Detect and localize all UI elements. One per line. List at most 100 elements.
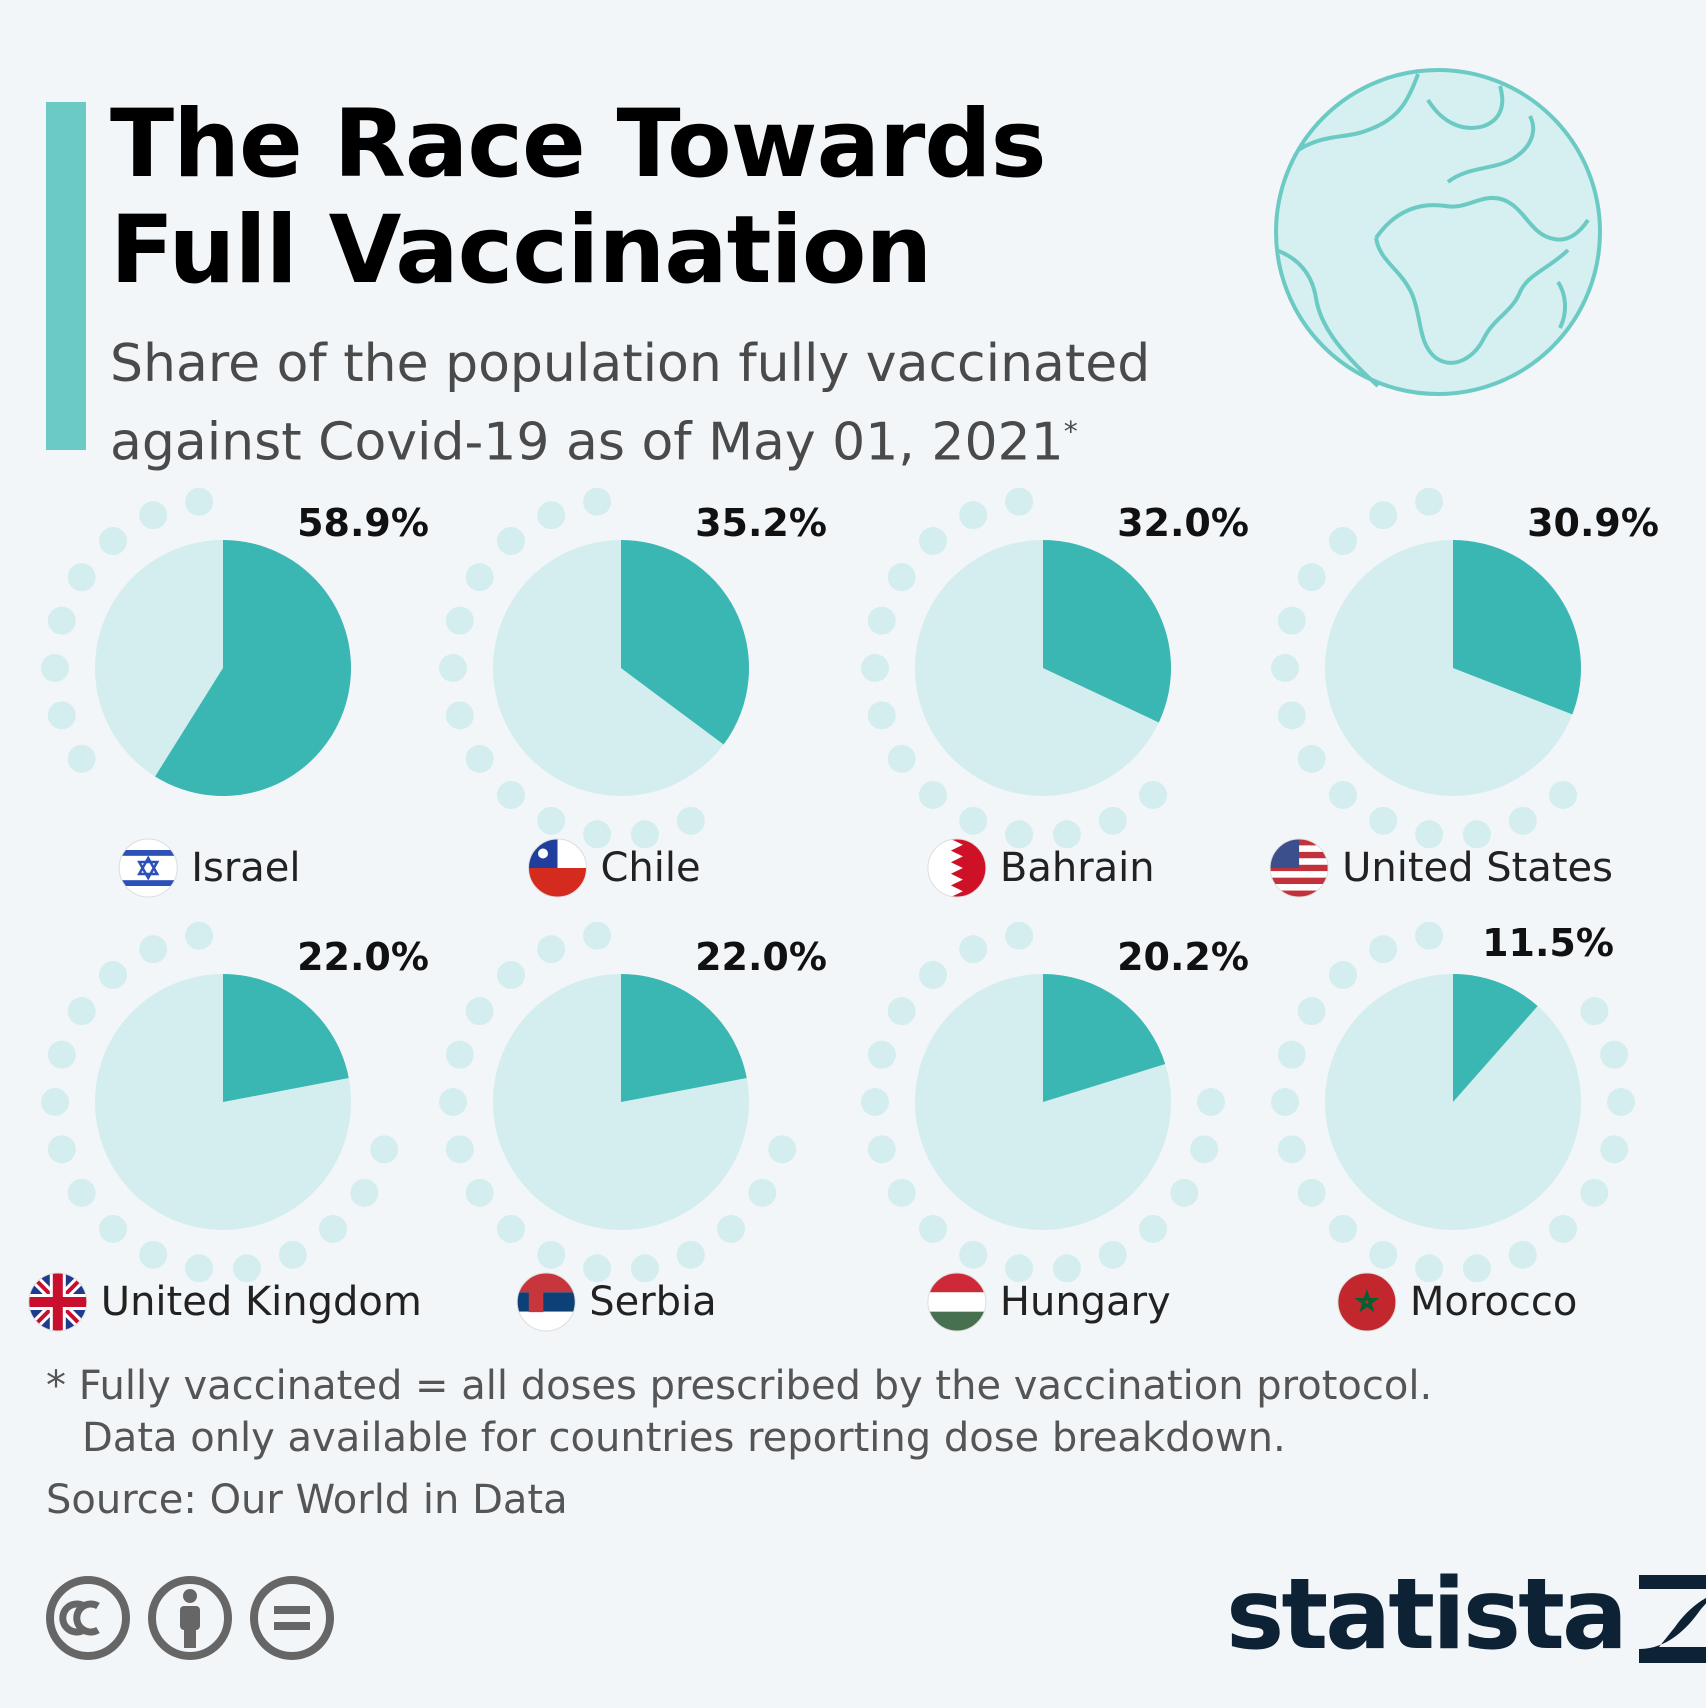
decoration-dot	[465, 997, 494, 1026]
decoration-dot	[676, 806, 705, 835]
decoration-dot	[67, 563, 96, 592]
decoration-dot	[1170, 1178, 1199, 1207]
decoration-dot	[1297, 997, 1326, 1026]
decoration-dot	[1369, 1240, 1398, 1269]
country-label: Bahrain	[1000, 845, 1155, 891]
decoration-dot	[139, 501, 168, 530]
decoration-dot	[1600, 1040, 1629, 1069]
decoration-dot	[1052, 820, 1081, 849]
decoration-dot	[139, 1240, 168, 1269]
subtitle-footnote-marker: *	[1063, 415, 1078, 448]
decoration-dot	[1462, 820, 1491, 849]
israel-flag-icon	[118, 838, 178, 898]
statista-brand: statista	[1226, 1558, 1706, 1672]
decoration-dot	[1415, 1254, 1444, 1283]
decoration-dot	[1277, 701, 1306, 730]
license-icons	[46, 1576, 334, 1660]
pie-filled-slice	[1453, 540, 1581, 715]
decoration-dot	[185, 487, 214, 516]
decoration-dot	[717, 1214, 746, 1243]
pie-filled-slice	[1043, 974, 1166, 1102]
decoration-dot	[1139, 780, 1168, 809]
decoration-dot	[445, 1040, 474, 1069]
country-label: Hungary	[1000, 1279, 1171, 1325]
statista-logo-icon	[1639, 1575, 1706, 1663]
decoration-dot	[1098, 806, 1127, 835]
decoration-dot	[98, 961, 127, 990]
decoration-dot	[1328, 1214, 1357, 1243]
pie-chart-bahrain: 32.0% Bahrain	[861, 487, 1249, 898]
decoration-dot	[1271, 1088, 1299, 1116]
decoration-dot	[445, 1135, 474, 1164]
decoration-dot	[887, 1178, 916, 1207]
decoration-dot	[465, 563, 494, 592]
decoration-dot	[867, 1135, 896, 1164]
decoration-dot	[439, 654, 467, 682]
decoration-dot	[768, 1135, 797, 1164]
decoration-dot	[861, 654, 889, 682]
decoration-dot	[1580, 1178, 1609, 1207]
pie-chart-serbia: 22.0% Serbia	[439, 921, 827, 1332]
decoration-dot	[918, 527, 947, 556]
decoration-dot	[918, 780, 947, 809]
decoration-dot	[1607, 1088, 1635, 1116]
statista-wordmark: statista	[1226, 1558, 1628, 1672]
decoration-dot	[47, 1040, 76, 1069]
decoration-dot	[1297, 744, 1326, 773]
decoration-dot	[439, 1088, 467, 1116]
decoration-dot	[1369, 501, 1398, 530]
decoration-dot	[867, 701, 896, 730]
morocco-flag-icon	[1337, 1272, 1397, 1332]
decoration-dot	[1098, 1240, 1127, 1269]
decoration-dot	[1549, 1214, 1578, 1243]
value-label: 22.0%	[297, 935, 429, 979]
source-text: Source: Our World in Data	[46, 1477, 568, 1523]
value-label: 32.0%	[1117, 501, 1249, 545]
pie-filled-slice	[155, 540, 351, 796]
decoration-dot	[67, 1178, 96, 1207]
country-label: United States	[1342, 845, 1613, 891]
decoration-dot	[496, 961, 525, 990]
decoration-dot	[1005, 1254, 1034, 1283]
decoration-dot	[1277, 1135, 1306, 1164]
decoration-dot	[1005, 921, 1034, 950]
decoration-dot	[496, 780, 525, 809]
subtitle-text: Share of the population fully vaccinated…	[110, 334, 1151, 473]
decoration-dot	[1328, 527, 1357, 556]
decoration-dot	[630, 820, 659, 849]
country-label: Serbia	[589, 1279, 716, 1325]
decoration-dot	[232, 1254, 261, 1283]
decoration-dot	[47, 1135, 76, 1164]
decoration-dot	[1139, 1214, 1168, 1243]
value-label: 35.2%	[695, 501, 827, 545]
decoration-dot	[98, 527, 127, 556]
decoration-dot	[1005, 487, 1034, 516]
decoration-dot	[1549, 780, 1578, 809]
decoration-dot	[748, 1178, 777, 1207]
decoration-dot	[1297, 1178, 1326, 1207]
decoration-dot	[185, 1254, 214, 1283]
country-label: Chile	[601, 845, 701, 891]
decoration-dot	[1415, 487, 1444, 516]
pie-chart-israel: 58.9% Israel	[41, 487, 429, 898]
decoration-dot	[1415, 820, 1444, 849]
pie-chart-chile: 35.2% Chile	[439, 487, 827, 898]
united-states-flag-icon	[1269, 838, 1329, 898]
pie-filled-slice	[223, 974, 349, 1102]
decoration-dot	[887, 563, 916, 592]
decoration-dot	[67, 744, 96, 773]
pie-filled-slice	[1043, 540, 1171, 723]
decoration-dot	[583, 921, 612, 950]
decoration-dot	[98, 1214, 127, 1243]
pie-filled-slice	[1453, 974, 1538, 1102]
decoration-dot	[918, 961, 947, 990]
value-label: 20.2%	[1117, 935, 1249, 979]
decoration-dot	[1580, 997, 1609, 1026]
pie-filled-slice	[621, 540, 749, 745]
globe-icon	[1274, 68, 1602, 396]
decoration-dot	[676, 1240, 705, 1269]
value-label: 11.5%	[1482, 921, 1614, 965]
value-label: 30.9%	[1527, 501, 1659, 545]
chile-flag-icon	[528, 838, 587, 898]
